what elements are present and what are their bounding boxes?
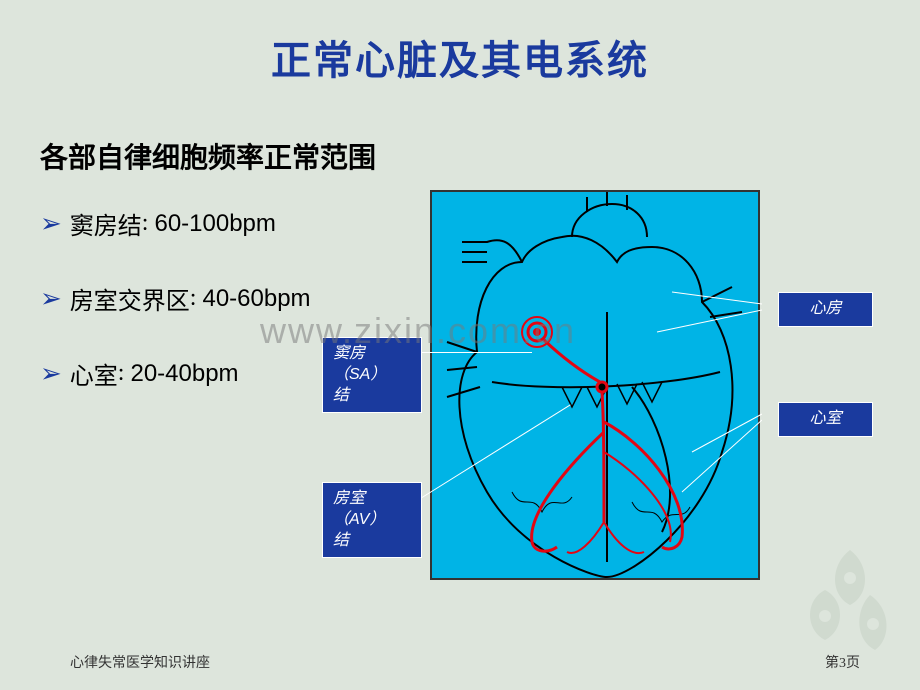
heart-svg	[432, 192, 762, 582]
bullet-marker-icon: ➢	[40, 359, 62, 389]
label-av-node: 房室（AV） 结	[322, 482, 422, 558]
bullet-value: 40-60bpm	[202, 285, 310, 313]
label-sa-node: 窦房（SA） 结	[322, 337, 422, 413]
bullet-marker-icon: ➢	[40, 284, 62, 314]
leader-line	[422, 352, 532, 353]
bullet-label: 房室交界区	[70, 281, 190, 316]
slide-title: 正常心脏及其电系统	[0, 0, 920, 86]
slide-subtitle: 各部自律细胞频率正常范围	[40, 136, 920, 176]
corner-ornament-icon	[790, 540, 900, 660]
bullet-value: 20-40bpm	[130, 360, 238, 388]
bullet-label: 心室	[70, 356, 118, 391]
bullet-marker-icon: ➢	[40, 209, 62, 239]
bullet-value: 60-100bpm	[154, 210, 275, 238]
footer-right: 第3页	[825, 652, 860, 672]
label-ventricle: 心室	[778, 402, 873, 437]
heart-diagram: 窦房（SA） 结 房室（AV） 结 心房 心室	[430, 190, 760, 580]
bullet-label: 窦房结	[70, 206, 142, 241]
slide: 正常心脏及其电系统 各部自律细胞频率正常范围 ➢ 窦房结: 60-100bpm …	[0, 0, 920, 690]
label-atrium: 心房	[778, 292, 873, 327]
footer-left: 心律失常医学知识讲座	[70, 652, 210, 672]
